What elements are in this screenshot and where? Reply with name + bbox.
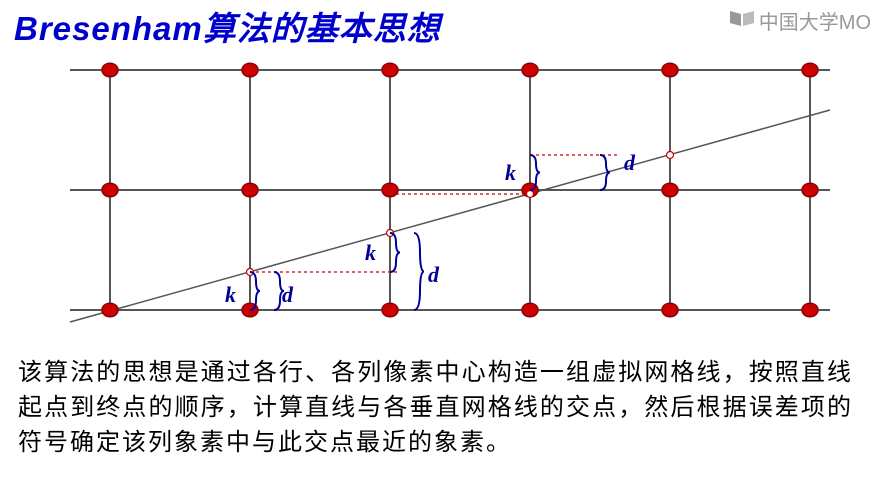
bresenham-diagram: k d k d k d	[60, 50, 810, 330]
svg-text:k: k	[225, 282, 236, 307]
watermark-text: 中国大学MO	[759, 6, 871, 35]
svg-text:k: k	[365, 240, 376, 265]
svg-text:d: d	[428, 262, 440, 287]
book-icon	[729, 9, 755, 33]
svg-text:k: k	[505, 160, 516, 185]
svg-text:d: d	[282, 282, 294, 307]
watermark: 中国大学MO	[729, 6, 871, 35]
description-paragraph: 该算法的思想是通过各行、各列像素中心构造一组虚拟网格线，按照直线起点到终点的顺序…	[18, 356, 853, 460]
page-title: Bresenham算法的基本思想	[14, 2, 441, 50]
svg-text:d: d	[624, 150, 636, 175]
